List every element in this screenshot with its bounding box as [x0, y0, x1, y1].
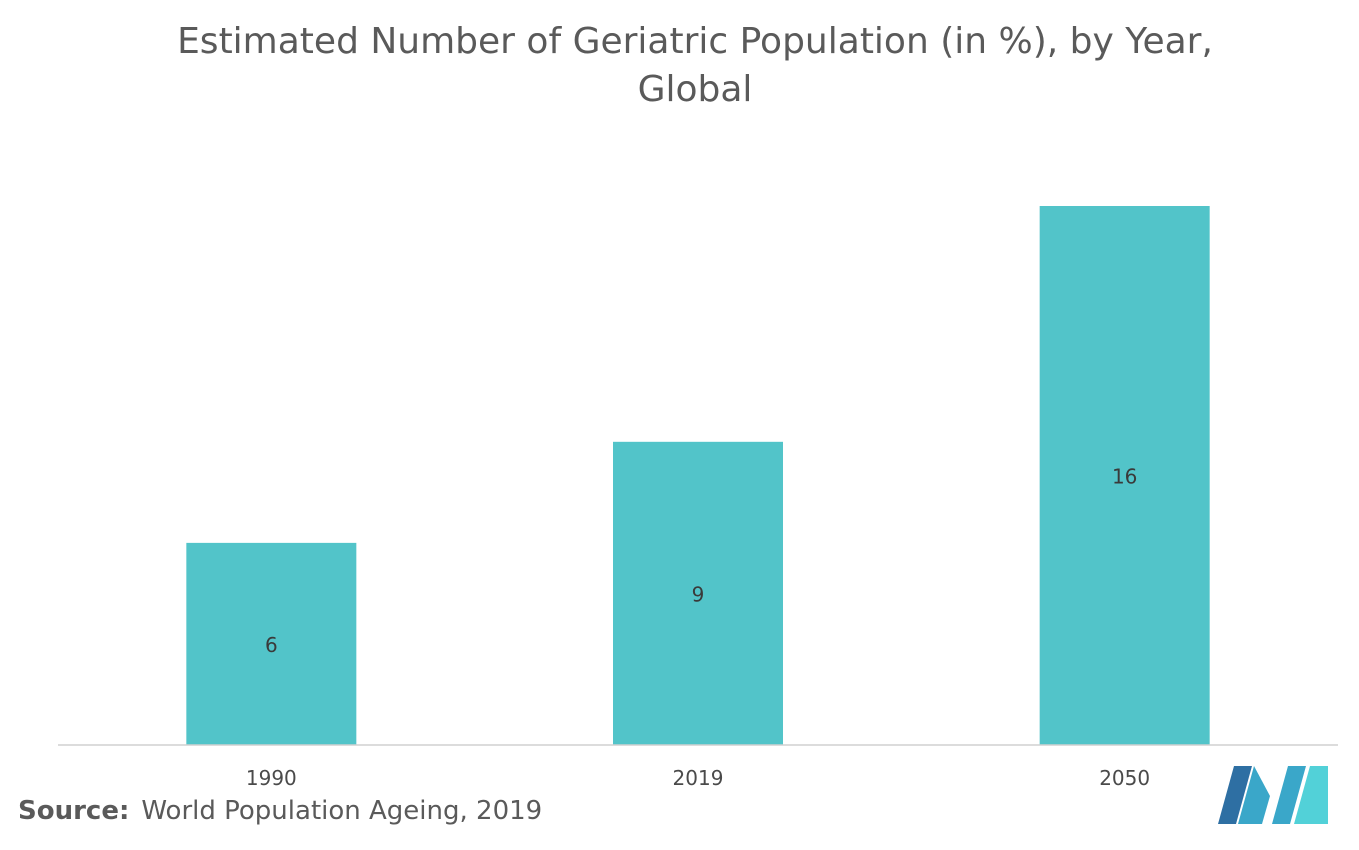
- chart-title: Estimated Number of Geriatric Population…: [177, 21, 1213, 110]
- source-text: World Population Ageing, 2019: [141, 796, 543, 826]
- mordor-intelligence-logo-icon: [1218, 766, 1328, 824]
- bar-chart: 6 9 16 1990 2019 2050: [58, 206, 1338, 790]
- x-tick-1990: 1990: [246, 766, 297, 790]
- bars-group: 6 9 16: [186, 206, 1210, 745]
- data-label-1990: 6: [265, 633, 278, 657]
- bar-1990: [186, 542, 357, 745]
- x-tick-2019: 2019: [673, 766, 724, 790]
- bar-2050: [1039, 206, 1210, 745]
- bar-2019: [613, 441, 783, 745]
- x-tick-labels: 1990 2019 2050: [246, 766, 1150, 790]
- source-note: Source: World Population Ageing, 2019: [18, 796, 542, 826]
- data-label-2050: 16: [1112, 465, 1137, 489]
- data-label-2019: 9: [692, 582, 705, 606]
- source-label: Source:: [18, 796, 130, 826]
- x-tick-2050: 2050: [1099, 766, 1150, 790]
